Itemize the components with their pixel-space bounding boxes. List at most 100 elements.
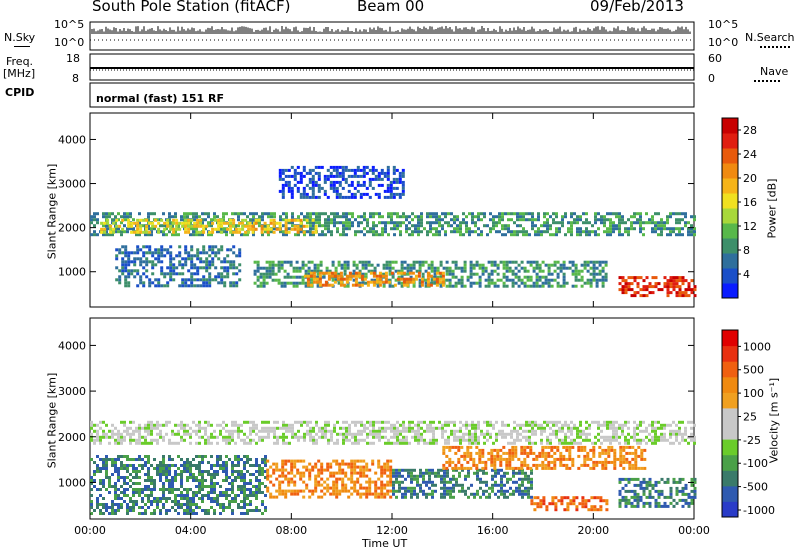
power-cell [147, 215, 150, 219]
velocity-cell [359, 483, 363, 487]
velocity-cell [330, 438, 333, 442]
power-cell [510, 230, 513, 234]
power-cell [105, 224, 108, 228]
velocity-cell [362, 465, 366, 469]
velocity-cell [108, 482, 111, 485]
power-cell [441, 280, 445, 284]
velocity-cell [648, 432, 651, 436]
power-cell [178, 284, 182, 288]
velocity-cell [462, 423, 465, 427]
power-cell [256, 260, 260, 264]
power-cell [357, 274, 361, 278]
velocity-cell [476, 492, 479, 496]
power-cell [323, 174, 327, 178]
velocity-cell [135, 491, 138, 494]
velocity-cell [168, 482, 171, 485]
power-cell [528, 218, 531, 222]
power-cell [377, 177, 381, 181]
power-cell [615, 212, 618, 216]
power-cell [489, 212, 492, 216]
power-cell [490, 281, 494, 285]
power-cell [325, 269, 329, 273]
velocity-cell [303, 420, 306, 424]
power-cell [369, 271, 373, 275]
velocity-cell [636, 441, 639, 445]
velocity-cell [690, 438, 693, 442]
power-cell [390, 215, 393, 219]
velocity-cell [338, 465, 342, 469]
power-cell [642, 279, 646, 283]
power-cell [139, 278, 143, 282]
noise-top-tick-right: 10^5 [708, 18, 739, 31]
velocity-cell [225, 423, 228, 427]
power-cell [345, 280, 349, 284]
velocity-cell [491, 474, 494, 478]
power-cell [523, 266, 527, 270]
power-cell [541, 260, 545, 264]
velocity-cell [147, 426, 150, 430]
velocity-cell [287, 471, 291, 475]
velocity-cell [314, 486, 318, 490]
power-cell [220, 218, 224, 222]
velocity-cell [561, 423, 564, 427]
velocity-cell [258, 485, 261, 488]
power-cell [287, 186, 291, 190]
power-cell [415, 269, 419, 273]
power-cell [645, 285, 649, 289]
power-cell [102, 224, 105, 228]
velocity-cell [195, 503, 198, 506]
velocity-cell [138, 470, 141, 473]
power-cell [396, 221, 399, 225]
velocity-cell [414, 429, 417, 433]
power-cell [160, 251, 164, 255]
velocity-cell [219, 485, 222, 488]
velocity-cell [348, 438, 351, 442]
velocity-cell [489, 435, 492, 439]
velocity-cell [138, 506, 141, 509]
power-cell [211, 278, 215, 282]
velocity-cell [201, 500, 204, 503]
velocity-cell [231, 423, 234, 427]
power-cell [501, 224, 504, 228]
velocity-cell [123, 455, 126, 458]
velocity-cell [317, 468, 321, 472]
velocity-cell [207, 497, 210, 500]
velocity-cell [189, 461, 192, 464]
power-cell [145, 230, 149, 234]
power-cell [241, 221, 245, 225]
power-cell [624, 227, 627, 231]
power-cell [502, 263, 506, 267]
velocity-cell [335, 462, 339, 466]
power-cell [196, 248, 200, 252]
velocity-cell [168, 488, 171, 491]
power-cell [418, 269, 422, 273]
velocity-cell [219, 464, 222, 467]
power-cell [311, 218, 315, 222]
velocity-cell [198, 455, 201, 458]
velocity-cell [380, 486, 384, 490]
velocity-cell [531, 426, 534, 430]
power-cell [139, 257, 143, 261]
velocity-cell [156, 506, 159, 509]
power-cell [450, 230, 453, 234]
power-cell [537, 215, 540, 219]
power-cell [105, 215, 108, 219]
power-cell [624, 285, 628, 289]
velocity-cell [386, 459, 390, 463]
power-cell [274, 278, 278, 282]
power-cell [429, 215, 432, 219]
power-cell [597, 233, 600, 237]
power-cell [441, 224, 444, 228]
power-cell [678, 276, 682, 280]
power-cell [340, 263, 344, 267]
velocity-cell [237, 485, 240, 488]
power-cell [451, 269, 455, 273]
velocity-cell [414, 423, 417, 427]
power-cell [504, 224, 507, 228]
power-cell [400, 266, 404, 270]
power-cell [262, 281, 266, 285]
velocity-cell [392, 471, 395, 475]
power-cell [169, 272, 173, 276]
velocity-cell [362, 468, 366, 472]
velocity-cell [408, 423, 411, 427]
